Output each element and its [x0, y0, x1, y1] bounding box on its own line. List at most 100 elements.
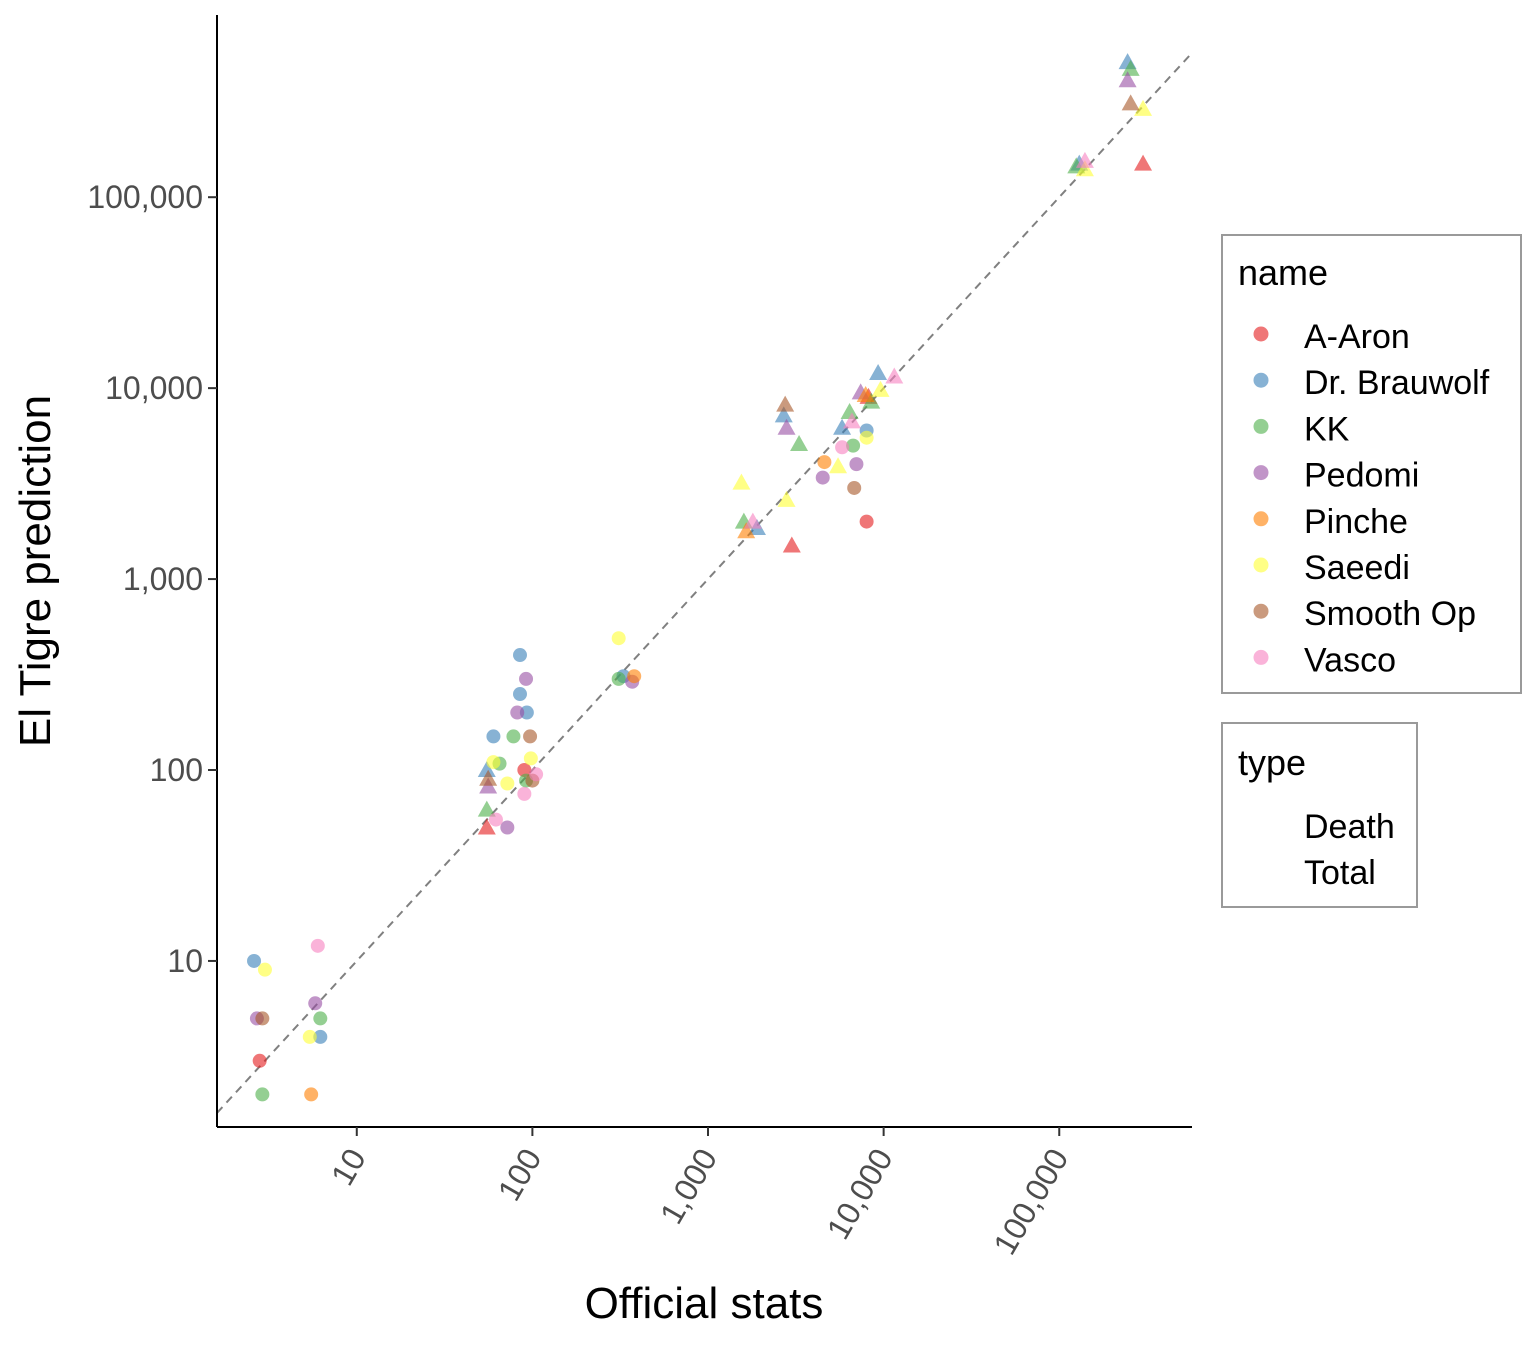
data-point-total — [833, 418, 852, 435]
data-point-total — [737, 522, 756, 539]
data-point-total — [777, 418, 796, 435]
y-tick-label: 100 — [150, 752, 203, 788]
data-point-death — [512, 687, 527, 702]
data-points-layer — [247, 53, 1153, 1102]
legend-name-title: name — [1238, 252, 1328, 293]
data-point-total — [790, 434, 809, 451]
legend-name-item: Vasco — [1304, 641, 1396, 679]
data-point-death — [255, 1087, 270, 1102]
data-point-total — [782, 536, 801, 553]
data-point-total — [477, 761, 496, 778]
data-point-total — [1134, 154, 1153, 171]
reference-line-layer — [216, 52, 1193, 1114]
y-ticks-layer: 10 100 1,000 10,000 100,000 — [87, 179, 217, 979]
data-point-total — [829, 457, 848, 474]
legend-name-item: Pinche — [1304, 503, 1408, 541]
data-point-death — [519, 671, 534, 686]
data-point-death — [611, 631, 626, 646]
legend-name-item: Saeedi — [1304, 549, 1410, 587]
data-point-death — [252, 1053, 267, 1068]
data-point-death — [486, 755, 501, 770]
data-point-death — [849, 457, 864, 472]
axes-layer — [216, 15, 1192, 1128]
data-point-total — [477, 818, 496, 835]
data-point-total — [1075, 160, 1094, 177]
identity-reference-line — [216, 52, 1193, 1114]
legend-name-item: Dr. Brauwolf — [1304, 364, 1490, 402]
data-point-death — [846, 438, 861, 453]
data-point-death — [500, 820, 515, 835]
data-point-death — [247, 953, 262, 968]
data-point-death — [302, 1029, 317, 1044]
data-point-death — [500, 776, 515, 791]
x-tick-label: 100 — [491, 1143, 549, 1207]
legend-key-vasco — [1253, 649, 1269, 665]
data-point-total — [856, 386, 875, 403]
legend-key-kk — [1253, 418, 1269, 434]
legend-type-title: type — [1238, 742, 1306, 783]
data-point-death — [627, 669, 642, 684]
legend-key-pedomi — [1253, 465, 1269, 481]
y-tick-label: 100,000 — [87, 179, 203, 215]
y-tick-label: 10,000 — [105, 370, 203, 406]
data-point-death — [519, 705, 534, 720]
legend-key-pinche — [1253, 511, 1269, 527]
data-point-death — [313, 1029, 328, 1044]
data-point-death — [517, 763, 532, 778]
legend-name-entries: A-Aron Dr. Brauwolf KK Pedomi Pinche Saeedi Sm… — [1253, 318, 1490, 679]
data-point-total — [1121, 94, 1140, 111]
legend-key-a-aron — [1253, 326, 1269, 342]
legend-type: type Death Total — [1221, 722, 1418, 908]
legend-type-box — [1221, 722, 1418, 908]
legend-name: name A-Aron Dr. Brauwolf KK Pedomi Pinche Sae… — [1221, 234, 1522, 694]
legend-name-item: KK — [1304, 410, 1350, 448]
legend-type-item-death: Death — [1304, 808, 1395, 846]
data-point-death — [488, 812, 503, 827]
data-point-death — [304, 1087, 319, 1102]
data-point-total — [732, 473, 751, 490]
x-tick-label: 100,000 — [986, 1143, 1075, 1261]
data-point-death — [817, 455, 832, 470]
data-point-death — [517, 786, 532, 801]
data-point-total — [842, 412, 861, 429]
data-point-total — [869, 364, 888, 381]
y-tick-label: 1,000 — [123, 561, 203, 597]
legend-name-box — [1221, 234, 1522, 694]
data-point-total — [777, 490, 796, 507]
data-point-total — [479, 769, 498, 786]
data-point-total — [1121, 59, 1140, 76]
data-point-total — [871, 380, 890, 397]
data-point-death — [255, 1011, 270, 1026]
data-point-death — [529, 767, 544, 782]
data-point-death — [523, 751, 538, 766]
data-point-death — [847, 480, 862, 495]
data-point-death — [308, 996, 323, 1011]
x-ticks-layer: 10 100 1,000 10,000 100,000 — [324, 1127, 1075, 1261]
data-point-death — [859, 430, 874, 445]
data-point-total — [1075, 151, 1094, 168]
data-point-death — [859, 514, 874, 529]
x-tick-label: 10,000 — [820, 1143, 900, 1246]
legend-key-smooth-op — [1253, 603, 1269, 619]
legend-name-item: Smooth Op — [1304, 595, 1476, 633]
legend-name-item: Pedomi — [1304, 457, 1419, 495]
data-point-death — [523, 729, 538, 744]
data-point-total — [743, 512, 762, 529]
data-point-death — [835, 440, 850, 455]
legend-key-dr-brauwolf — [1253, 372, 1269, 388]
x-tick-label: 10 — [324, 1143, 373, 1192]
data-point-death — [313, 1011, 328, 1026]
data-point-total — [1118, 71, 1137, 88]
data-point-death — [257, 962, 272, 977]
data-point-total — [774, 406, 793, 423]
data-point-death — [512, 648, 527, 663]
data-point-death — [310, 938, 325, 953]
y-axis-title: El Tigre prediction — [11, 395, 60, 747]
data-point-death — [510, 705, 525, 720]
data-point-total — [1134, 99, 1153, 116]
data-point-total — [840, 402, 859, 419]
legend-name-item: A-Aron — [1304, 318, 1410, 356]
data-point-death — [506, 729, 521, 744]
